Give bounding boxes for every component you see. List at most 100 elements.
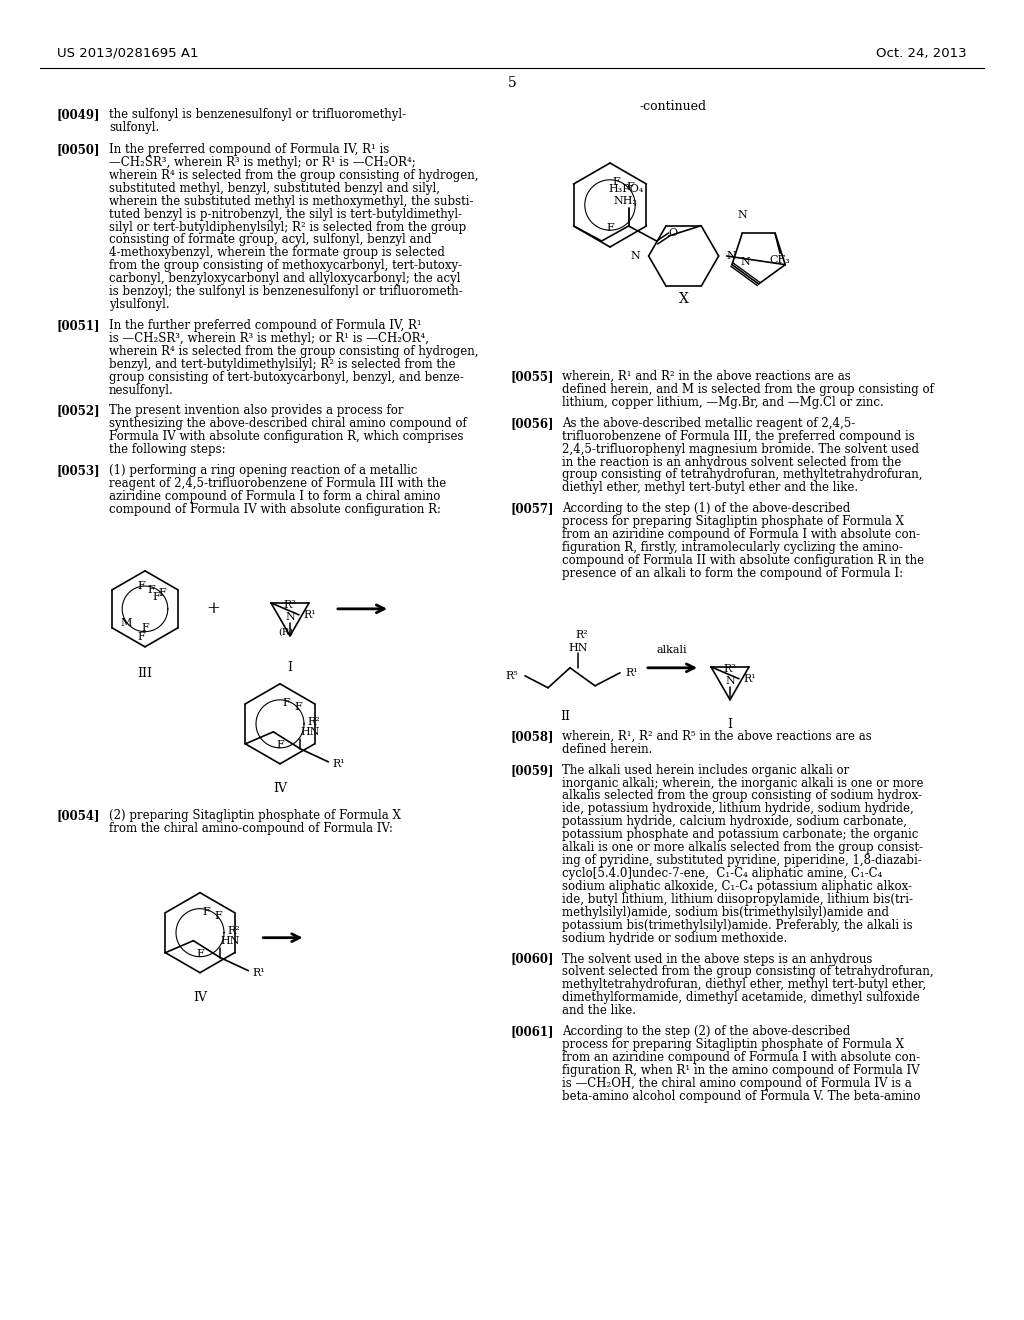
Text: aziridine compound of Formula I to form a chiral amino: aziridine compound of Formula I to form … [109, 490, 440, 503]
Text: F: F [627, 182, 635, 191]
Text: [0050]: [0050] [57, 143, 100, 156]
Text: X: X [679, 292, 689, 306]
Text: HN: HN [568, 643, 588, 653]
Text: Formula IV with absolute configuration R, which comprises: Formula IV with absolute configuration R… [109, 430, 464, 444]
Text: inorganic alkali; wherein, the inorganic alkali is one or more: inorganic alkali; wherein, the inorganic… [562, 776, 924, 789]
Text: and the like.: and the like. [562, 1005, 636, 1018]
Text: alkali is one or more alkalis selected from the group consist-: alkali is one or more alkalis selected f… [562, 841, 923, 854]
Text: group consisting of tetrahydrofuran, methyltetrahydrofuran,: group consisting of tetrahydrofuran, met… [562, 469, 923, 482]
Text: [0055]: [0055] [510, 370, 554, 383]
Text: sodium hydride or sodium methoxide.: sodium hydride or sodium methoxide. [562, 932, 787, 945]
Text: cyclo[5.4.0]undec-7-ene,  C₁-C₄ aliphatic amine, C₁-C₄: cyclo[5.4.0]undec-7-ene, C₁-C₄ aliphatic… [562, 867, 883, 880]
Text: +: + [206, 601, 220, 618]
Text: N: N [740, 256, 750, 267]
Text: R¹: R¹ [303, 610, 315, 620]
Text: HN: HN [300, 727, 319, 737]
Text: The alkali used herein includes organic alkali or: The alkali used herein includes organic … [562, 764, 849, 776]
Text: reagent of 2,4,5-trifluorobenzene of Formula III with the: reagent of 2,4,5-trifluorobenzene of For… [109, 477, 446, 490]
Text: [0051]: [0051] [57, 319, 100, 331]
Text: [0054]: [0054] [57, 809, 100, 822]
Text: F: F [215, 911, 222, 920]
Text: the sulfonyl is benzenesulfonyl or trifluoromethyl-: the sulfonyl is benzenesulfonyl or trifl… [109, 108, 407, 121]
Text: process for preparing Sitagliptin phosphate of Formula X: process for preparing Sitagliptin phosph… [562, 1038, 904, 1051]
Text: F: F [141, 623, 148, 632]
Text: dimethylformamide, dimethyl acetamide, dimethyl sulfoxide: dimethylformamide, dimethyl acetamide, d… [562, 991, 920, 1005]
Text: R²: R² [284, 599, 296, 610]
Text: wherein the substituted methyl is methoxymethyl, the substi-: wherein the substituted methyl is methox… [109, 194, 473, 207]
Text: F: F [137, 632, 144, 642]
Text: from an aziridine compound of Formula I with absolute con-: from an aziridine compound of Formula I … [562, 528, 921, 541]
Text: is —CH₂OH, the chiral amino compound of Formula IV is a: is —CH₂OH, the chiral amino compound of … [562, 1077, 911, 1090]
Text: figuration R, firstly, intramolecularly cyclizing the amino-: figuration R, firstly, intramolecularly … [562, 541, 903, 554]
Text: (R): (R) [279, 628, 294, 636]
Text: The solvent used in the above steps is an anhydrous: The solvent used in the above steps is a… [562, 953, 872, 965]
Text: O: O [669, 228, 678, 238]
Text: consisting of formate group, acyl, sulfonyl, benzyl and: consisting of formate group, acyl, sulfo… [109, 234, 431, 247]
Text: silyl or tert-butyldiphenylsilyl; R² is selected from the group: silyl or tert-butyldiphenylsilyl; R² is … [109, 220, 466, 234]
Text: tuted benzyl is p-nitrobenzyl, the silyl is tert-butyldimethyl-: tuted benzyl is p-nitrobenzyl, the silyl… [109, 207, 462, 220]
Text: lithium, copper lithium, —Mg.Br, and —Mg.Cl or zinc.: lithium, copper lithium, —Mg.Br, and —Mg… [562, 396, 884, 409]
Text: R²: R² [227, 925, 240, 936]
Text: carbonyl, benzyloxycarbonyl and allyloxycarbonyl; the acyl: carbonyl, benzyloxycarbonyl and allyloxy… [109, 272, 461, 285]
Text: In the further preferred compound of Formula IV, R¹: In the further preferred compound of For… [109, 319, 422, 331]
Text: IV: IV [193, 991, 207, 1003]
Text: (1) performing a ring opening reaction of a metallic: (1) performing a ring opening reaction o… [109, 465, 418, 477]
Text: nesulfonyl.: nesulfonyl. [109, 384, 174, 396]
Text: methylsilyl)amide, sodium bis(trimethylsilyl)amide and: methylsilyl)amide, sodium bis(trimethyls… [562, 906, 889, 919]
Text: IV: IV [273, 781, 287, 795]
Text: synthesizing the above-described chiral amino compound of: synthesizing the above-described chiral … [109, 417, 467, 430]
Text: R²: R² [724, 664, 736, 673]
Text: F: F [606, 223, 613, 234]
Text: wherein R⁴ is selected from the group consisting of hydrogen,: wherein R⁴ is selected from the group co… [109, 169, 478, 182]
Text: is benzoyl; the sulfonyl is benzenesulfonyl or trifluorometh-: is benzoyl; the sulfonyl is benzenesulfo… [109, 285, 463, 298]
Text: R¹: R¹ [333, 759, 345, 768]
Text: process for preparing Sitagliptin phosphate of Formula X: process for preparing Sitagliptin phosph… [562, 515, 904, 528]
Text: 4-methoxybenzyl, wherein the formate group is selected: 4-methoxybenzyl, wherein the formate gro… [109, 247, 444, 259]
Text: alkali: alkali [656, 644, 687, 655]
Text: ylsulfonyl.: ylsulfonyl. [109, 298, 170, 312]
Text: [0057]: [0057] [510, 503, 554, 515]
Text: ing of pyridine, substituted pyridine, piperidine, 1,8-diazabi-: ing of pyridine, substituted pyridine, p… [562, 854, 922, 867]
Text: (2) preparing Sitagliptin phosphate of Formula X: (2) preparing Sitagliptin phosphate of F… [109, 809, 400, 822]
Text: ide, butyl lithium, lithium diisopropylamide, lithium bis(tri-: ide, butyl lithium, lithium diisopropyla… [562, 892, 913, 906]
Text: According to the step (1) of the above-described: According to the step (1) of the above-d… [562, 503, 850, 515]
Text: According to the step (2) of the above-described: According to the step (2) of the above-d… [562, 1026, 850, 1038]
Text: group consisting of tert-butoxycarbonyl, benzyl, and benze-: group consisting of tert-butoxycarbonyl,… [109, 371, 464, 384]
Text: US 2013/0281695 A1: US 2013/0281695 A1 [57, 48, 199, 59]
Text: the following steps:: the following steps: [109, 444, 225, 457]
Text: from an aziridine compound of Formula I with absolute con-: from an aziridine compound of Formula I … [562, 1051, 921, 1064]
Text: sulfonyl.: sulfonyl. [109, 121, 160, 133]
Text: F: F [282, 698, 290, 708]
Text: -continued: -continued [640, 100, 708, 114]
Text: defined herein, and M is selected from the group consisting of: defined herein, and M is selected from t… [562, 383, 934, 396]
Text: CF₃: CF₃ [770, 255, 791, 265]
Text: F: F [147, 585, 155, 595]
Text: N: N [725, 676, 735, 686]
Text: wherein R⁴ is selected from the group consisting of hydrogen,: wherein R⁴ is selected from the group co… [109, 345, 478, 358]
Text: III: III [137, 667, 153, 680]
Text: R²: R² [307, 717, 321, 727]
Text: diethyl ether, methyl tert-butyl ether and the like.: diethyl ether, methyl tert-butyl ether a… [562, 482, 858, 495]
Text: [0053]: [0053] [57, 465, 100, 477]
Text: F: F [137, 581, 144, 591]
Text: sodium aliphatic alkoxide, C₁-C₄ potassium aliphatic alkox-: sodium aliphatic alkoxide, C₁-C₄ potassi… [562, 880, 912, 892]
Text: HN: HN [220, 936, 240, 945]
Text: F: F [153, 591, 160, 602]
Text: F: F [295, 702, 303, 711]
Text: from the chiral amino-compound of Formula IV:: from the chiral amino-compound of Formul… [109, 822, 393, 834]
Text: N: N [631, 251, 641, 261]
Text: substituted methyl, benzyl, substituted benzyl and silyl,: substituted methyl, benzyl, substituted … [109, 182, 440, 195]
Text: compound of Formula II with absolute configuration R in the: compound of Formula II with absolute con… [562, 554, 924, 568]
Text: NH₂: NH₂ [613, 195, 638, 206]
Text: beta-amino alcohol compound of Formula V. The beta-amino: beta-amino alcohol compound of Formula V… [562, 1090, 921, 1102]
Text: N: N [285, 612, 295, 622]
Text: 5: 5 [508, 77, 516, 90]
Text: N: N [737, 210, 748, 220]
Text: R¹: R¹ [252, 968, 265, 978]
Text: F: F [158, 587, 166, 598]
Text: H₃PO₄: H₃PO₄ [608, 183, 643, 194]
Text: R⁵: R⁵ [506, 671, 518, 681]
Text: [0056]: [0056] [510, 417, 554, 430]
Text: from the group consisting of methoxycarbonyl, tert-butoxy-: from the group consisting of methoxycarb… [109, 259, 462, 272]
Text: compound of Formula IV with absolute configuration R:: compound of Formula IV with absolute con… [109, 503, 441, 516]
